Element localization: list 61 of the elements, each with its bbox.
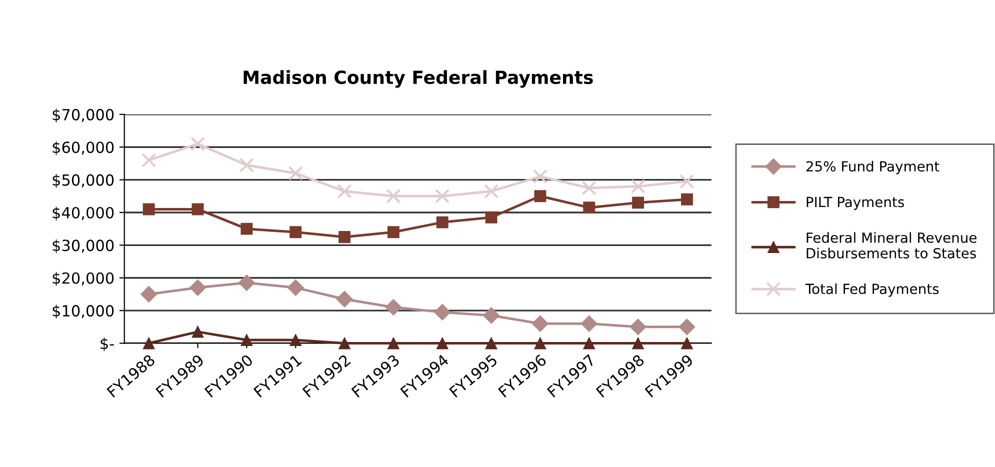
point [192,326,204,338]
point [485,337,498,350]
point [436,337,448,350]
point [436,216,448,228]
point [387,226,400,238]
point [240,334,253,346]
point [336,290,353,308]
y-tick-label: $50,000 [52,174,114,188]
y-tick-label: $30,000 [52,239,114,254]
point [580,315,598,332]
point [534,337,546,350]
chart-title: Madison County Federal Payments [244,70,593,88]
point [534,190,546,202]
point [484,184,499,199]
legend-label: Federal Mineral Revenue Disbursements to States [806,232,976,258]
point [189,279,206,296]
point [485,211,498,224]
point [678,318,696,336]
point [337,184,352,199]
point [582,180,596,196]
point [190,136,206,152]
point [630,179,646,194]
point [240,222,253,235]
point [434,304,451,320]
legend-label: PILT Payments [806,196,904,210]
point [680,174,694,189]
y-tick-label: $70,000 [52,108,114,122]
point [142,152,156,168]
point [287,279,304,296]
y-tick-label: $40,000 [52,206,114,221]
point [532,169,548,184]
y-tick-label: $60,000 [52,141,114,156]
point [290,226,302,238]
point [532,315,548,332]
point [630,318,646,336]
point [238,274,255,292]
y-tick-label: $20,000 [52,272,114,286]
point [387,337,400,350]
point [483,307,500,324]
point [192,203,204,216]
point [583,337,596,350]
point [142,337,155,350]
point [288,166,303,181]
y-tick-label: $- [100,337,114,352]
point [385,299,402,316]
legend-label: Total Fed Payments [805,283,939,297]
point [239,158,254,172]
point [338,337,350,350]
point [338,231,350,243]
point [632,337,644,350]
point [386,188,401,204]
point [632,196,644,209]
point [290,334,302,346]
point [142,203,155,216]
point [680,193,693,206]
point [140,286,158,302]
legend-label: 25% Fund Payment [806,160,940,174]
point [435,188,450,204]
point [680,337,693,350]
y-tick-label: $10,000 [52,304,114,319]
point [583,202,596,214]
